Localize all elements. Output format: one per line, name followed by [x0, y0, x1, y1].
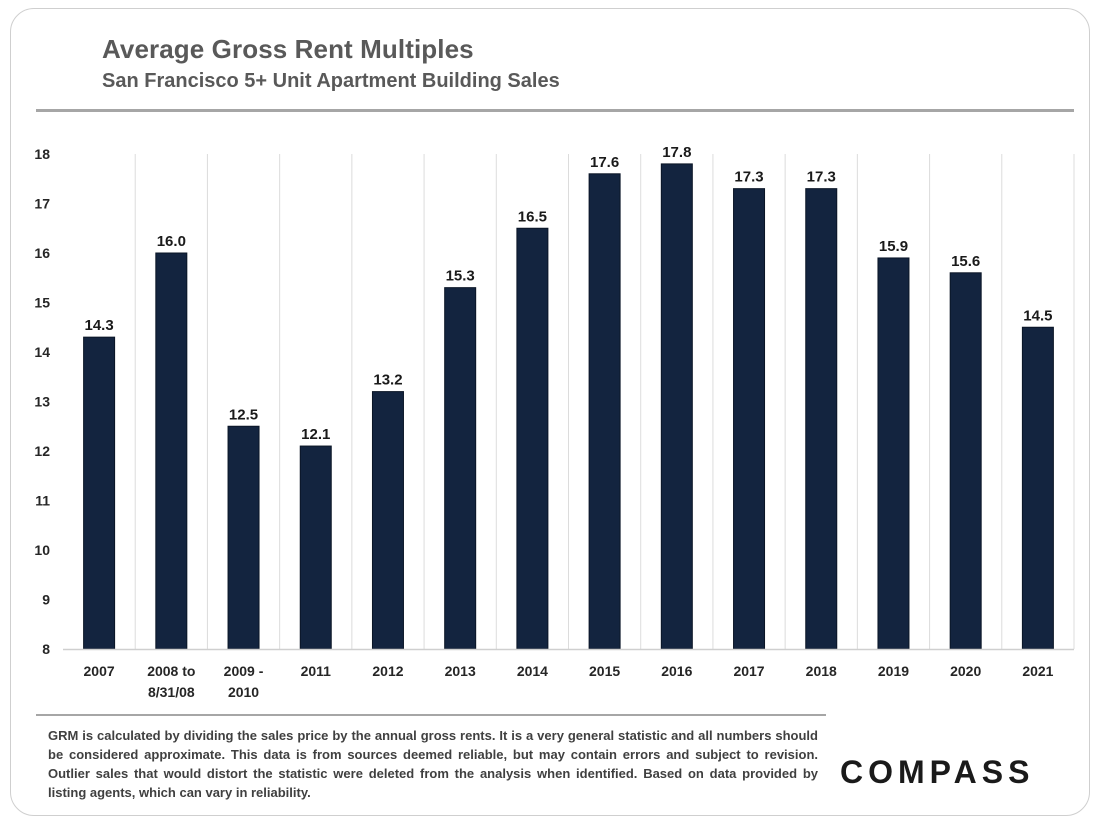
bar	[371, 391, 404, 650]
y-tick-label: 12	[34, 443, 50, 459]
data-label: 14.3	[85, 317, 114, 334]
x-tick-label: 2011	[301, 663, 332, 679]
bar	[588, 173, 621, 650]
x-tick-label: 2020	[950, 663, 981, 679]
compass-logo: COMPASS	[840, 754, 1035, 790]
y-tick-label: 11	[35, 493, 50, 509]
x-tick-label: 2019	[878, 663, 909, 679]
x-tick-label: 2018	[806, 663, 837, 679]
chart-card	[10, 8, 1090, 816]
bar	[877, 257, 910, 650]
data-label: 15.3	[446, 268, 475, 285]
y-tick-label: 18	[34, 146, 50, 162]
bar	[1021, 326, 1054, 650]
data-label: 17.3	[807, 169, 836, 186]
x-tick-label: 2014	[517, 663, 548, 679]
x-tick-label: 2013	[445, 663, 476, 679]
footnote-divider	[36, 714, 826, 716]
y-tick-label: 17	[34, 196, 50, 212]
y-tick-label: 9	[42, 592, 50, 608]
footnote: GRM is calculated by dividing the sales …	[48, 728, 818, 800]
data-label: 13.2	[373, 372, 402, 389]
data-label: 16.0	[157, 233, 186, 250]
bar	[155, 252, 188, 650]
y-tick-label: 14	[34, 344, 50, 360]
title-divider	[36, 109, 1074, 112]
data-label: 17.6	[590, 154, 619, 171]
y-tick-label: 10	[34, 542, 50, 558]
x-tick-label: 2021	[1022, 663, 1053, 679]
x-tick-label: 2007	[84, 663, 115, 679]
data-label: 16.5	[518, 208, 547, 225]
x-tick-label: 2016	[661, 663, 692, 679]
x-tick-label: 2009 -2010	[224, 663, 264, 700]
data-label: 17.8	[662, 144, 691, 161]
bar	[227, 425, 260, 650]
bar	[299, 445, 332, 650]
x-tick-label: 2015	[589, 663, 620, 679]
x-tick-label: 2017	[733, 663, 764, 679]
y-tick-label: 16	[34, 245, 50, 261]
bar	[516, 227, 549, 650]
x-tick-label: 2008 to 8/31/08	[147, 663, 195, 700]
y-tick-label: 13	[34, 394, 50, 410]
bar	[660, 163, 693, 650]
x-tick-label: 2012	[372, 663, 403, 679]
chart-subtitle: San Francisco 5+ Unit Apartment Building…	[102, 70, 560, 92]
bar	[805, 188, 838, 650]
data-label: 12.1	[301, 426, 330, 443]
data-label: 15.9	[879, 238, 908, 255]
bar	[733, 188, 766, 650]
data-label: 14.5	[1023, 307, 1052, 324]
bar	[949, 272, 982, 650]
chart-title: Average Gross Rent Multiples	[102, 34, 474, 64]
bar	[83, 336, 116, 650]
data-label: 15.6	[951, 253, 980, 270]
data-label: 17.3	[734, 169, 763, 186]
y-tick-label: 8	[42, 641, 50, 657]
y-tick-label: 15	[34, 295, 50, 311]
data-label: 12.5	[229, 406, 258, 423]
bar	[444, 287, 477, 650]
